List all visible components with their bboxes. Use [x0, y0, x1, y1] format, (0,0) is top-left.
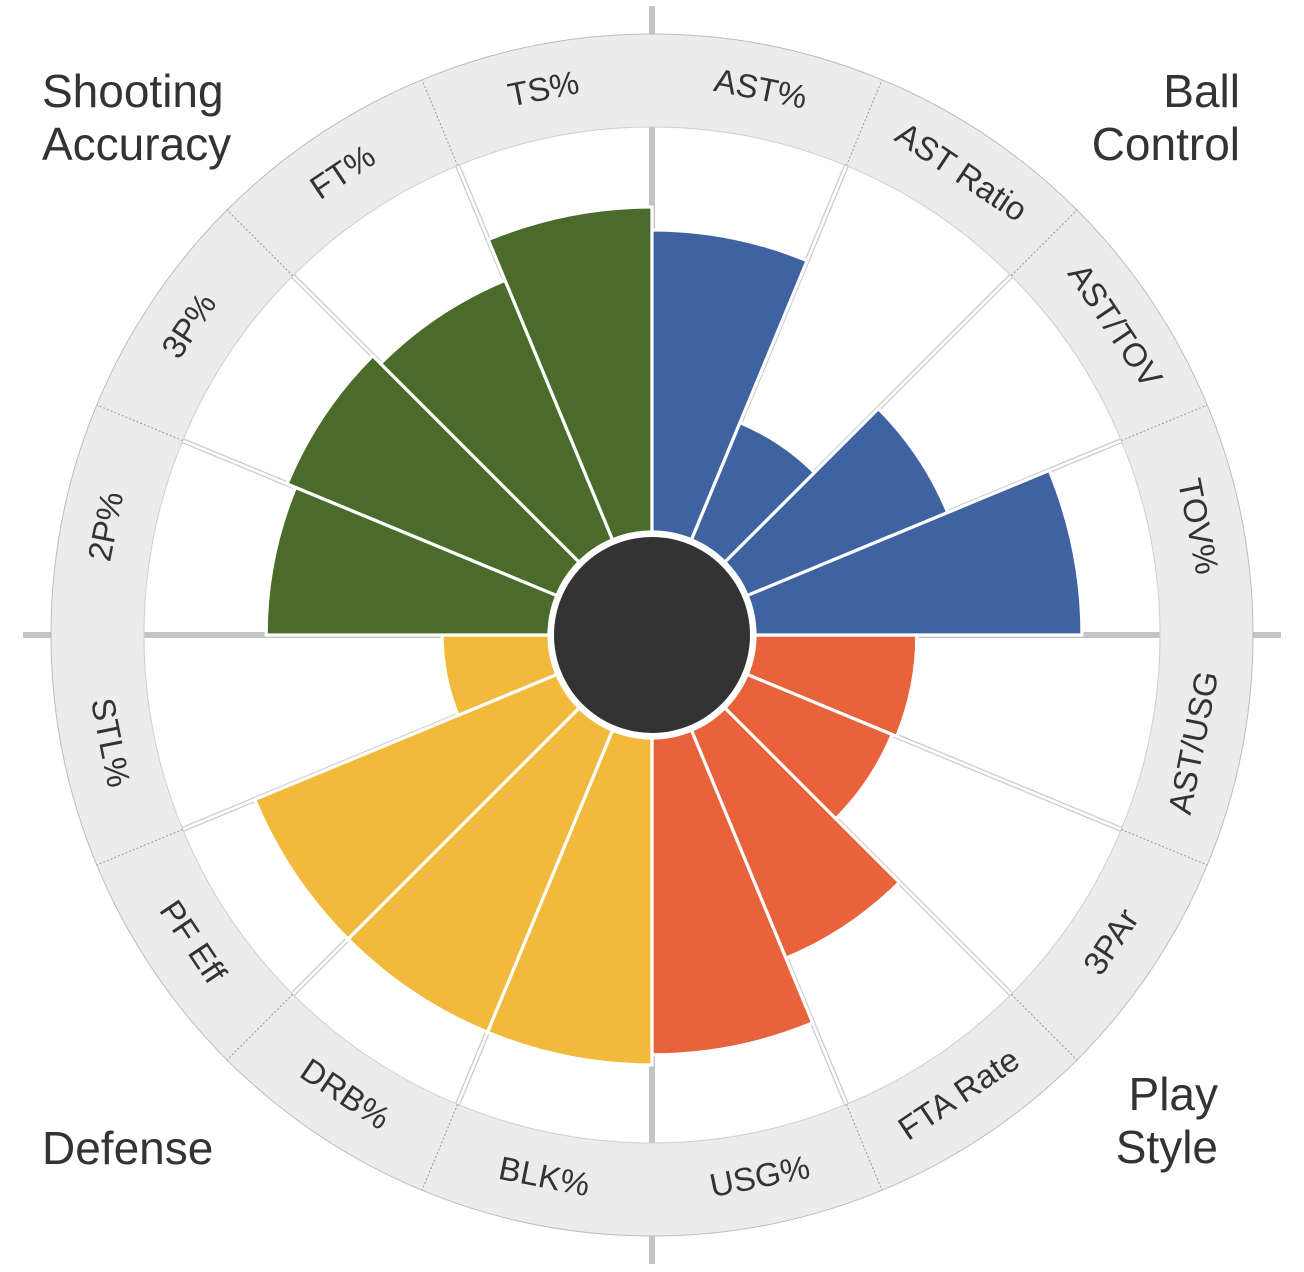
svg-text:Shooting: Shooting — [42, 65, 224, 117]
svg-text:Ball: Ball — [1163, 65, 1240, 117]
svg-text:Accuracy: Accuracy — [42, 118, 231, 170]
svg-text:Style: Style — [1116, 1121, 1218, 1173]
svg-text:Play: Play — [1129, 1068, 1218, 1120]
svg-text:Control: Control — [1092, 118, 1240, 170]
svg-text:Defense: Defense — [42, 1122, 213, 1174]
